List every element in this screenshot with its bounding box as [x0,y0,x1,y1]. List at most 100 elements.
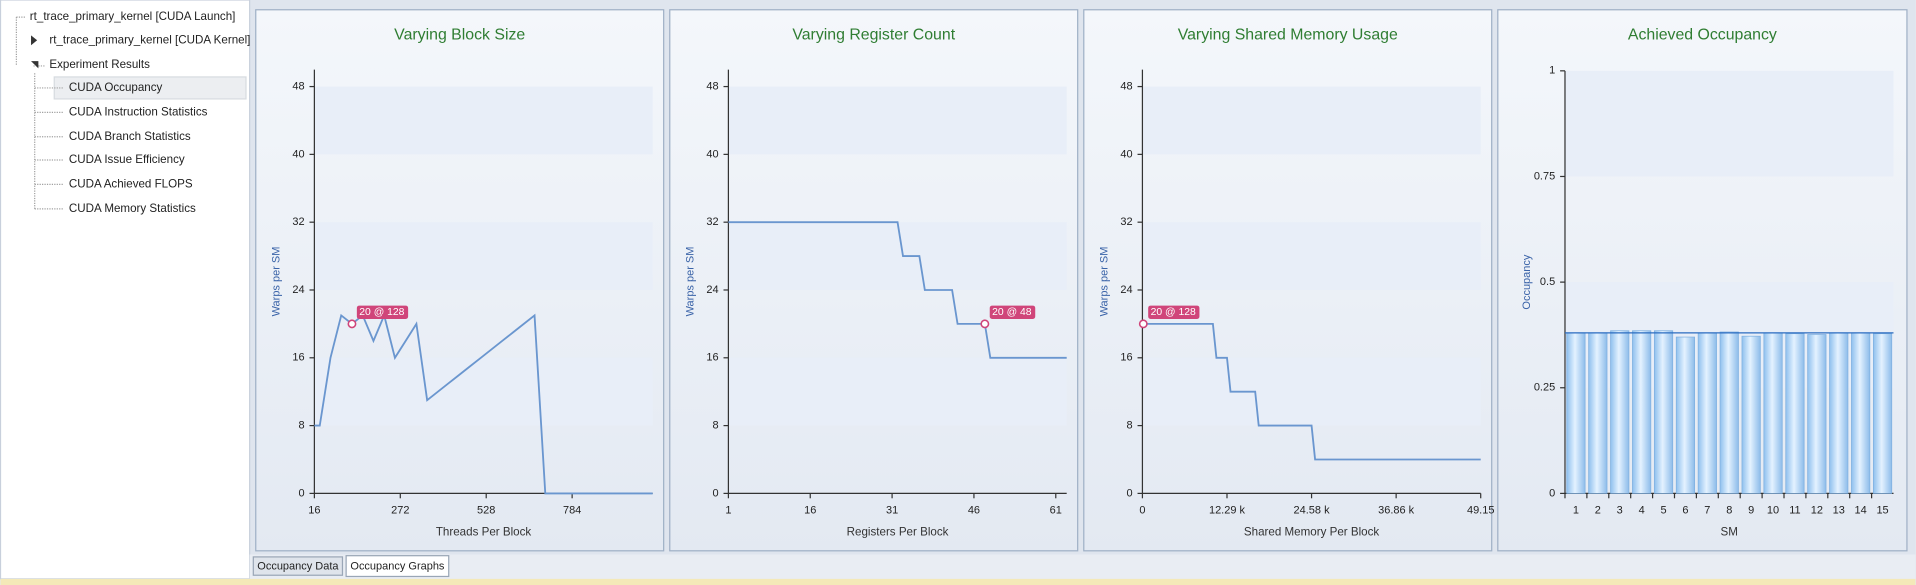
y-tick-label: 0 [1549,487,1555,499]
x-tick-label: 61 [1050,504,1062,516]
x-tick-label: 24.58 k [1294,504,1331,516]
grid-band [1142,357,1481,426]
grid-band [314,357,653,426]
x-tick-label: 784 [563,504,581,516]
x-axis-title: Shared Memory Per Block [1244,526,1380,539]
line [1142,322,1481,461]
y-tick-label: 0 [713,487,719,499]
x-tick-label: 16 [308,504,320,516]
x-tick-label: 13 [1833,504,1845,516]
annotation-label: 20 @ 128 [359,307,404,318]
chart-title: Varying Register Count [792,27,955,44]
grid-band [728,357,1067,426]
y-tick-label: 32 [706,216,718,228]
tree-item[interactable]: CUDA Branch Statistics [69,130,191,143]
x-tick-label: 3 [1617,504,1623,516]
x-tick-label: 0 [1139,504,1145,516]
bar [1851,332,1871,494]
bar [1719,331,1739,494]
bar [1763,332,1783,494]
x-tick-label: 8 [1726,504,1732,516]
grid-band [314,222,653,290]
annotation-label: 20 @ 48 [992,307,1032,318]
y-tick-label: 0 [298,487,304,499]
tree-item[interactable]: rt_trace_primary_kernel [CUDA Launch] [30,10,236,23]
x-tick-label: 6 [1682,504,1688,516]
bar [1807,334,1827,494]
tree-item[interactable]: CUDA Instruction Statistics [69,105,208,118]
x-tick-label: 2 [1595,504,1601,516]
x-tick-label: 12 [1811,504,1823,516]
annotation-marker [1138,319,1148,329]
bar [1785,333,1805,494]
x-tick-label: 14 [1855,504,1867,516]
x-tick-label: 15 [1876,504,1888,516]
x-tick-label: 12.29 k [1209,504,1246,516]
x-tick-label: 16 [804,504,816,516]
chart-title: Achieved Occupancy [1628,27,1777,44]
tree-item[interactable]: Experiment Results [49,58,150,71]
y-tick-label: 40 [1120,148,1132,160]
y-axis-title: Warps per SM [1098,247,1110,317]
y-tick-label: 24 [706,284,718,296]
y-tick-label: 8 [1127,420,1133,432]
bar [1653,330,1674,494]
grid-band [1564,70,1894,177]
annotation-box [356,305,409,320]
y-tick-label: 0.75 [1534,170,1555,182]
bar [1697,332,1717,494]
tree-item[interactable]: CUDA Achieved FLOPS [69,177,193,190]
tab[interactable] [252,556,344,576]
bar [1588,332,1608,494]
x-tick-label: 49.15 [1467,504,1495,516]
y-tick-label: 8 [713,420,719,432]
expander[interactable] [31,35,38,46]
y-tick-label: 32 [292,216,304,228]
y-axis-title: Occupancy [1521,254,1533,309]
y-tick-label: 16 [706,352,718,364]
x-tick-label: 46 [968,504,980,516]
y-tick-label: 0.25 [1534,382,1555,394]
grid-band [728,222,1067,290]
y-tick-label: 40 [706,148,718,160]
x-tick-label: 272 [391,504,409,516]
line [728,221,1067,359]
tree-view [15,16,247,210]
annotation-marker [980,319,990,329]
bar [1741,335,1761,494]
y-axis-title: Warps per SM [270,247,282,317]
tree-item[interactable]: CUDA Memory Statistics [69,202,196,215]
bar [1632,330,1652,494]
tab-label[interactable]: Occupancy Graphs [350,561,445,573]
tree-item[interactable]: CUDA Issue Efficiency [69,153,185,166]
bar [1829,332,1849,494]
bar [1566,332,1586,494]
tree-item[interactable]: CUDA Occupancy [69,81,163,94]
y-tick-label: 32 [1120,216,1132,228]
annotation-marker [347,319,357,329]
tree-lines [15,16,65,210]
tree-item[interactable]: rt_trace_primary_kernel [CUDA Kernel] [49,33,250,46]
tab-label[interactable]: Occupancy Data [257,561,339,573]
x-axis-title: Registers Per Block [847,526,949,539]
x-tick-label: 1 [725,504,731,516]
tab-strip [249,554,1916,579]
y-tick-label: 8 [298,420,304,432]
bar [1675,336,1696,494]
y-tick-label: 24 [1120,284,1132,296]
x-tick-label: 31 [886,504,898,516]
x-tick-label: 36.86 k [1378,504,1415,516]
x-tick-label: 10 [1767,504,1779,516]
x-tick-label: 7 [1704,504,1710,516]
annotation-box [1148,305,1200,320]
y-tick-label: 16 [1120,352,1132,364]
x-tick-label: 1 [1573,504,1579,516]
y-tick-label: 0 [1127,487,1133,499]
tab-active[interactable] [345,555,450,578]
y-tick-label: 24 [292,284,304,296]
annotation-box [989,305,1036,320]
x-tick-label: 11 [1789,504,1800,516]
y-tick-label: 16 [292,352,304,364]
